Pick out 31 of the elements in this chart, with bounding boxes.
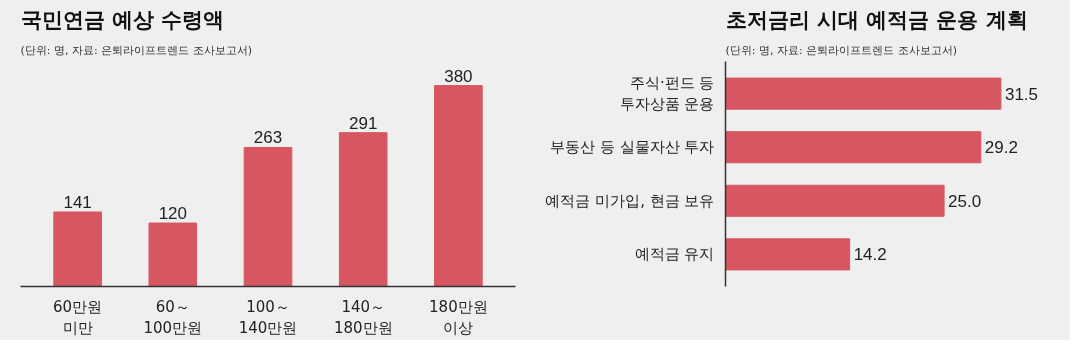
data-label: 29.2 bbox=[984, 138, 1018, 158]
bar bbox=[53, 211, 102, 287]
data-label: 120 bbox=[158, 204, 187, 224]
y-tick-label: 주식·펀드 등 투자상품 운용 bbox=[619, 73, 715, 114]
bar bbox=[725, 184, 945, 217]
y-tick-label: 부동산 등 실물자산 투자 bbox=[550, 138, 715, 157]
bar bbox=[725, 131, 982, 164]
x-tick-label: 180만원 이상 bbox=[429, 297, 488, 338]
chart-subtitle: (단위: 명, 자료: 은퇴라이프트렌드 조사보고서) bbox=[725, 43, 957, 57]
chart-subtitle: (단위: 명, 자료: 은퇴라이프트렌드 조사보고서) bbox=[20, 43, 252, 57]
data-label: 31.5 bbox=[1004, 84, 1039, 104]
data-label: 141 bbox=[63, 192, 92, 212]
data-label: 291 bbox=[349, 113, 378, 133]
data-label: 263 bbox=[253, 128, 283, 148]
data-label: 380 bbox=[444, 66, 473, 86]
x-tick-label: 60만원 미만 bbox=[53, 297, 103, 338]
bar bbox=[148, 222, 198, 287]
data-label: 25.0 bbox=[948, 191, 982, 211]
bar bbox=[243, 146, 293, 287]
bar bbox=[725, 77, 1002, 110]
x-tick-label: 60～ 100만원 bbox=[143, 297, 203, 338]
data-label: 14.2 bbox=[853, 245, 887, 265]
x-tick-label: 100～ 140만원 bbox=[238, 297, 298, 338]
bar bbox=[725, 238, 851, 271]
y-tick-label: 예적금 미가입, 현금 보유 bbox=[545, 191, 715, 210]
chart-title: 초저금리 시대 예적금 운용 계획 bbox=[725, 7, 1028, 32]
y-tick-label: 예적금 유지 bbox=[634, 245, 715, 264]
bar bbox=[338, 132, 388, 287]
x-tick-label: 140～ 180만원 bbox=[333, 297, 393, 338]
bar bbox=[434, 85, 483, 287]
chart-title: 국민연금 예상 수령액 bbox=[20, 7, 225, 32]
